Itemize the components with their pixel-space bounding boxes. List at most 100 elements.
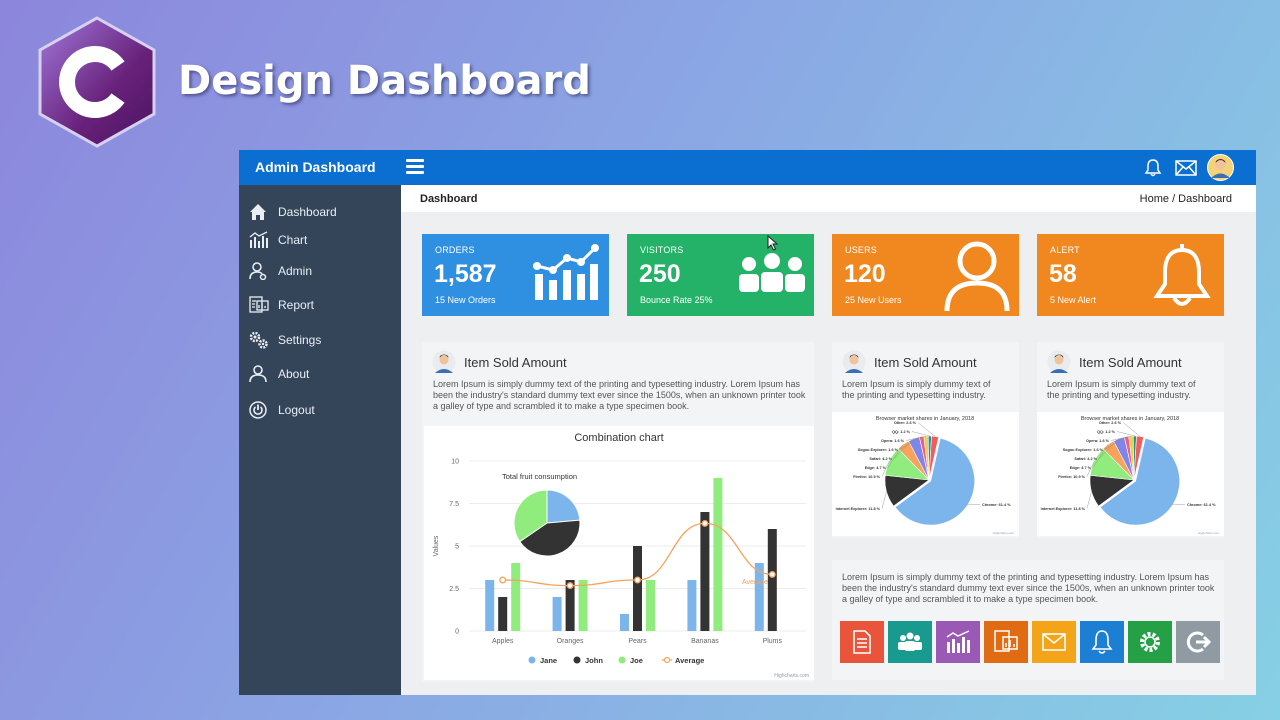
bar[interactable] — [511, 563, 521, 631]
tile-mail[interactable] — [1032, 621, 1076, 663]
visitors-card[interactable]: VISITORS 250 Bounce Rate 25% — [627, 234, 814, 316]
pie-slice[interactable] — [513, 489, 548, 543]
alert-card[interactable]: ALERT 58 5 New Alert — [1037, 234, 1224, 316]
average-point[interactable] — [566, 582, 574, 590]
tile-reports[interactable] — [984, 621, 1028, 663]
orders-card[interactable]: ORDERS 1,587 15 New Orders — [422, 234, 609, 316]
bar[interactable] — [713, 478, 723, 631]
bell-icon[interactable] — [1144, 158, 1162, 177]
avatar[interactable] — [1207, 154, 1234, 181]
legend-label[interactable]: John — [585, 656, 603, 665]
y-axis-label: Values — [433, 535, 440, 556]
x-tick-label: Bananas — [691, 638, 719, 645]
sidebar-item-report[interactable]: Report — [239, 292, 401, 320]
browser-pie-svg: Browser market shares in January, 2018 Ch… — [1041, 416, 1220, 535]
chart-title: Browser market shares in January, 2018 — [876, 416, 974, 422]
logout-icon — [1186, 631, 1211, 653]
bar[interactable] — [552, 597, 562, 631]
slice-label: QQ: 1.2 % — [1097, 430, 1116, 434]
stat-sub: 15 New Orders — [435, 295, 496, 305]
label-connector — [887, 444, 904, 468]
sidebar-item-about[interactable]: About — [239, 361, 401, 389]
sidebar-item-settings[interactable]: Settings — [239, 327, 401, 355]
slice-label: Chrome: 61.4 % — [1187, 503, 1216, 507]
label-connector — [1086, 491, 1092, 509]
bar[interactable] — [498, 597, 508, 631]
pie-slice[interactable] — [546, 489, 581, 524]
user-outline-icon — [944, 241, 1010, 312]
quick-links-panel: Lorem Ipsum is simply dummy text of the … — [832, 560, 1224, 680]
label-connector — [1104, 436, 1127, 450]
breadcrumb[interactable]: Home / Dashboard — [1139, 193, 1232, 205]
label-connector — [1092, 444, 1109, 468]
pie-slice[interactable] — [1099, 437, 1180, 526]
pie-slice[interactable] — [519, 519, 581, 557]
panel-header: Item Sold Amount — [842, 350, 977, 374]
slice-label: Edge: 4.7 % — [865, 466, 887, 470]
panel-header: Item Sold Amount — [432, 350, 567, 374]
avatar — [432, 350, 456, 374]
bar[interactable] — [565, 580, 575, 631]
text-line: been the industry's standard dummy text … — [842, 583, 1215, 593]
bar[interactable] — [633, 546, 642, 631]
text-line: Lorem Ipsum is simply dummy text of the … — [433, 379, 800, 389]
bar[interactable] — [767, 529, 777, 631]
envelope-icon[interactable] — [1175, 160, 1197, 176]
panel-description: Lorem Ipsum is simply dummy text of the … — [842, 572, 1218, 605]
chart-credit: Highcharts.com — [1198, 531, 1219, 535]
label-connector — [1122, 422, 1141, 437]
bar[interactable] — [620, 614, 629, 631]
sidebar-item-label: Settings — [278, 333, 322, 347]
sidebar-item-chart[interactable]: Chart — [239, 227, 401, 255]
tile-users[interactable] — [888, 621, 932, 663]
sidebar-item-dashboard[interactable]: Dashboard — [239, 199, 401, 227]
y-tick-label: 5 — [455, 544, 459, 551]
bar[interactable] — [485, 580, 495, 631]
sidebar-item-label: Chart — [278, 233, 308, 247]
y-tick-label: 0 — [455, 629, 459, 636]
legend-label[interactable]: Jane — [540, 656, 557, 665]
slice-label: Opera: 1.6 % — [881, 439, 905, 443]
stat-label: VISITORS — [640, 245, 684, 255]
slice-label: Safari: 4.2 % — [1074, 457, 1097, 461]
average-point[interactable] — [701, 519, 709, 527]
legend-label[interactable]: Average — [675, 656, 704, 665]
tile-logout[interactable] — [1176, 621, 1220, 663]
stat-sub: Bounce Rate 25% — [640, 295, 713, 305]
text-line: been the industry's standard dummy text … — [433, 390, 806, 400]
average-point[interactable] — [499, 576, 507, 584]
slice-label: Safari: 4.2 % — [869, 457, 892, 461]
main-content: Dashboard Home / Dashboard ORDERS 1,587 … — [401, 185, 1256, 695]
report-icon — [994, 630, 1018, 652]
bar[interactable] — [687, 580, 697, 631]
average-point[interactable] — [768, 570, 776, 578]
bar[interactable] — [700, 512, 710, 631]
sidebar-item-label: Report — [278, 298, 315, 312]
tile-alerts[interactable] — [1080, 621, 1124, 663]
tile-charts[interactable] — [936, 621, 980, 663]
panel-header: Item Sold Amount — [1047, 350, 1182, 374]
stat-label: ALERT — [1050, 245, 1080, 255]
bar[interactable] — [578, 580, 588, 631]
sidebar-item-admin[interactable]: Admin — [239, 258, 401, 286]
bar[interactable] — [646, 580, 655, 631]
users-card[interactable]: USERS 120 25 New Users — [832, 234, 1019, 316]
sidebar-item-logout[interactable]: Logout — [239, 397, 401, 425]
document-icon — [853, 630, 871, 654]
average-point[interactable] — [634, 576, 641, 584]
pie-slice[interactable] — [894, 437, 975, 526]
bar[interactable] — [754, 563, 764, 631]
legend-swatch — [573, 656, 581, 664]
chart-title: Browser market shares in January, 2018 — [1081, 416, 1179, 422]
label-connector — [881, 460, 890, 477]
x-tick-label: Apples — [492, 638, 514, 645]
legend-label[interactable]: Joe — [630, 656, 643, 665]
tile-documents[interactable] — [840, 621, 884, 663]
tile-settings[interactable] — [1128, 621, 1172, 663]
y-tick-label: 2.5 — [449, 586, 459, 593]
chart-credit: Highcharts.com — [774, 673, 809, 679]
bell-icon — [1091, 630, 1113, 654]
y-tick-label: 10 — [451, 459, 459, 466]
home-icon — [250, 204, 266, 220]
menu-toggle-icon[interactable] — [406, 159, 424, 175]
